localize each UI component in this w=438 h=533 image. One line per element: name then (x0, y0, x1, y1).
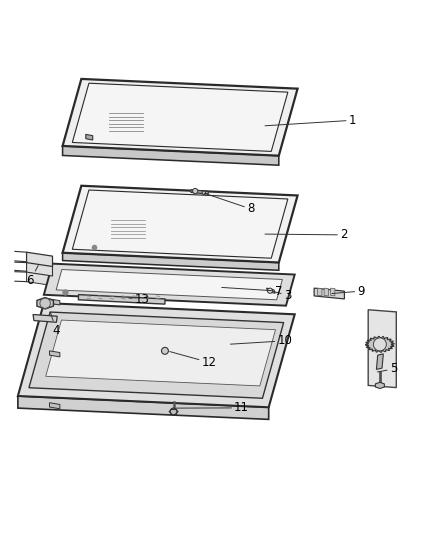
Polygon shape (72, 190, 288, 258)
Polygon shape (49, 403, 60, 409)
Polygon shape (86, 134, 93, 140)
Polygon shape (63, 79, 297, 156)
Circle shape (170, 408, 177, 415)
Polygon shape (63, 185, 297, 262)
Text: 2: 2 (265, 229, 348, 241)
Polygon shape (49, 351, 60, 357)
Polygon shape (314, 288, 344, 299)
Text: 11: 11 (177, 401, 249, 414)
Polygon shape (44, 264, 295, 306)
Polygon shape (27, 252, 53, 266)
Text: 5: 5 (378, 362, 397, 375)
Polygon shape (18, 396, 268, 419)
Circle shape (193, 189, 198, 193)
Polygon shape (29, 312, 284, 398)
Polygon shape (18, 303, 295, 407)
Polygon shape (318, 288, 322, 296)
Text: 10: 10 (230, 334, 292, 348)
Polygon shape (331, 288, 335, 296)
Text: 1: 1 (265, 114, 356, 127)
Polygon shape (63, 253, 279, 270)
Polygon shape (267, 288, 275, 293)
Circle shape (268, 288, 272, 293)
Polygon shape (375, 382, 385, 389)
Text: 13: 13 (129, 293, 149, 306)
Text: 12: 12 (170, 352, 217, 369)
Polygon shape (33, 314, 57, 322)
Polygon shape (27, 262, 53, 276)
Text: 3: 3 (274, 289, 291, 302)
Polygon shape (365, 336, 394, 352)
Polygon shape (72, 83, 288, 151)
Polygon shape (27, 271, 53, 286)
Polygon shape (49, 299, 60, 305)
Polygon shape (324, 288, 328, 296)
Text: 7: 7 (222, 285, 283, 297)
Polygon shape (376, 354, 383, 369)
Circle shape (202, 191, 205, 195)
Polygon shape (46, 320, 276, 386)
Polygon shape (191, 190, 208, 194)
Circle shape (373, 338, 386, 351)
Polygon shape (56, 270, 283, 300)
Polygon shape (78, 295, 165, 304)
Text: 4: 4 (50, 312, 60, 336)
Circle shape (162, 348, 168, 354)
Text: 9: 9 (332, 285, 365, 297)
Polygon shape (63, 146, 279, 165)
Polygon shape (368, 310, 396, 387)
Text: 6: 6 (27, 265, 38, 287)
Polygon shape (37, 297, 53, 309)
Text: 8: 8 (205, 193, 254, 215)
